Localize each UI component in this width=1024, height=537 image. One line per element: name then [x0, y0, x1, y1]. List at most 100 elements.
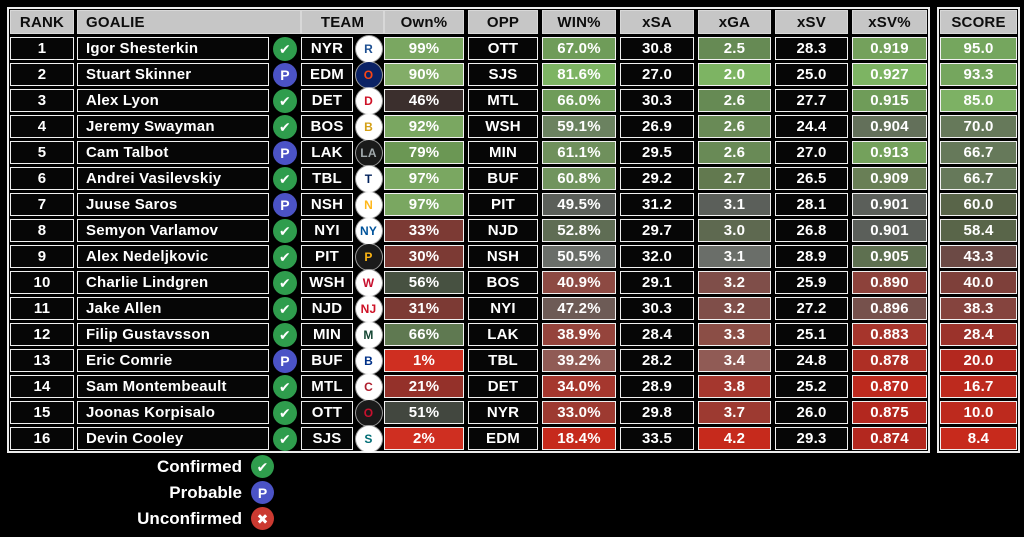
opponent-cell: NJD	[468, 219, 538, 242]
xsv-pct-cell: 0.901	[852, 219, 927, 242]
status-cell: ✔	[269, 296, 301, 321]
header-goalie: GOALIE	[77, 10, 301, 34]
status-confirmed-icon: ✔	[273, 166, 297, 191]
xga-cell: 3.0	[698, 219, 771, 242]
header-win: WIN%	[542, 10, 616, 34]
status-cell: ✔	[269, 374, 301, 399]
ownership-cell: 92%	[384, 115, 464, 138]
xga-cell: 2.0	[698, 63, 771, 86]
opponent-cell: BOS	[468, 271, 538, 294]
goalie-name-cell: Alex Nedeljkovic	[77, 245, 269, 268]
team-logo-cell: S	[353, 425, 384, 452]
ownership-cell: 2%	[384, 427, 464, 450]
rank-cell: 3	[10, 89, 74, 112]
status-legend: Confirmed ✔ Probable P Unconfirmed ✖	[58, 454, 274, 532]
win-pct-cell: 47.2%	[542, 297, 616, 320]
xsv-pct-cell: 0.909	[852, 167, 927, 190]
xsv-cell: 24.4	[775, 115, 848, 138]
win-pct-cell: 18.4%	[542, 427, 616, 450]
team-cell: WSH	[301, 271, 353, 294]
team-cell: LAK	[301, 141, 353, 164]
status-cell: ✔	[269, 36, 301, 61]
xga-cell: 3.2	[698, 271, 771, 294]
team-logo-cell: NY	[353, 217, 384, 244]
xga-cell: 3.7	[698, 401, 771, 424]
header-xga: xGA	[698, 10, 771, 34]
xsa-cell: 29.1	[620, 271, 694, 294]
table-row: 3 Alex Lyon ✔ DET D 46% MTL 66.0% 30.3 2…	[10, 87, 927, 114]
win-pct-cell: 49.5%	[542, 193, 616, 216]
goalie-name-cell: Semyon Varlamov	[77, 219, 269, 242]
score-cell: 28.4	[940, 323, 1017, 346]
ownership-cell: 97%	[384, 193, 464, 216]
status-confirmed-icon: ✔	[273, 400, 297, 425]
rank-cell: 12	[10, 323, 74, 346]
status-confirmed-icon: ✔	[273, 322, 297, 347]
table-row: 10 Charlie Lindgren ✔ WSH W 56% BOS 40.9…	[10, 269, 927, 296]
score-table-body: 95.0 93.3 85.0 70.0 66.7 66.7 60.0 58.4 …	[940, 37, 1017, 450]
xsv-cell: 28.3	[775, 37, 848, 60]
xga-cell: 3.1	[698, 245, 771, 268]
xsv-cell: 25.2	[775, 375, 848, 398]
xsv-cell: 29.3	[775, 427, 848, 450]
xsa-cell: 28.2	[620, 349, 694, 372]
xsv-cell: 27.2	[775, 297, 848, 320]
header-rank: RANK	[10, 10, 74, 34]
table-row: 16 Devin Cooley ✔ SJS S 2% EDM 18.4% 33.…	[10, 425, 927, 452]
team-logo-icon: N	[355, 191, 382, 218]
table-row: 9 Alex Nedeljkovic ✔ PIT P 30% NSH 50.5%…	[10, 243, 927, 270]
status-confirmed-icon: ✔	[273, 374, 297, 399]
table-body: 1 Igor Shesterkin ✔ NYR R 99% OTT 67.0% …	[10, 35, 927, 452]
score-cell: 8.4	[940, 427, 1017, 450]
status-cell: ✔	[269, 166, 301, 191]
team-logo-icon: D	[355, 87, 382, 114]
score-row: 40.0	[940, 271, 1017, 294]
xsv-cell: 26.8	[775, 219, 848, 242]
ownership-cell: 99%	[384, 37, 464, 60]
ownership-cell: 21%	[384, 375, 464, 398]
team-logo-cell: M	[353, 321, 384, 348]
goalie-name-cell: Jeremy Swayman	[77, 115, 269, 138]
xsa-cell: 28.9	[620, 375, 694, 398]
ownership-cell: 66%	[384, 323, 464, 346]
xsv-cell: 27.7	[775, 89, 848, 112]
win-pct-cell: 67.0%	[542, 37, 616, 60]
team-cell: PIT	[301, 245, 353, 268]
goalie-name-cell: Igor Shesterkin	[77, 37, 269, 60]
header-own: Own%	[384, 10, 464, 34]
xsv-pct-cell: 0.915	[852, 89, 927, 112]
header-xsv: xSV	[775, 10, 848, 34]
xga-cell: 3.8	[698, 375, 771, 398]
goalie-name-cell: Jake Allen	[77, 297, 269, 320]
xga-cell: 3.1	[698, 193, 771, 216]
goalie-name-cell: Filip Gustavsson	[77, 323, 269, 346]
team-logo-icon: B	[355, 347, 382, 374]
xsa-cell: 30.8	[620, 37, 694, 60]
opponent-cell: WSH	[468, 115, 538, 138]
status-confirmed-icon: ✔	[273, 426, 297, 451]
goalie-name-cell: Joonas Korpisalo	[77, 401, 269, 424]
rank-cell: 14	[10, 375, 74, 398]
legend-label: Probable	[169, 482, 242, 502]
rank-cell: 6	[10, 167, 74, 190]
opponent-cell: EDM	[468, 427, 538, 450]
xsv-cell: 24.8	[775, 349, 848, 372]
team-logo-icon: P	[355, 243, 382, 270]
goalie-name-cell: Sam Montembeault	[77, 375, 269, 398]
score-cell: 66.7	[940, 167, 1017, 190]
team-logo-icon: W	[355, 269, 382, 296]
score-cell: 10.0	[940, 401, 1017, 424]
xga-cell: 2.6	[698, 115, 771, 138]
rank-cell: 16	[10, 427, 74, 450]
rank-cell: 5	[10, 141, 74, 164]
table-row: 8 Semyon Varlamov ✔ NYI NY 33% NJD 52.8%…	[10, 217, 927, 244]
score-row: 28.4	[940, 323, 1017, 346]
goalie-stats-table: RANK GOALIE TEAM Own% OPP WIN% xSA xGA x…	[7, 7, 930, 453]
win-pct-cell: 40.9%	[542, 271, 616, 294]
score-row: 20.0	[940, 349, 1017, 372]
opponent-cell: NSH	[468, 245, 538, 268]
status-cell: ✔	[269, 400, 301, 425]
status-cell: P	[269, 192, 301, 217]
goalie-name-cell: Eric Comrie	[77, 349, 269, 372]
rank-cell: 15	[10, 401, 74, 424]
